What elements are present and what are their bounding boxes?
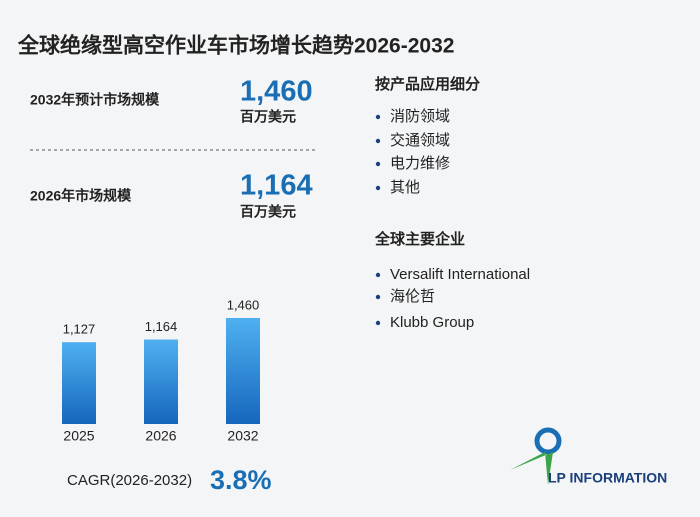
list-item: Klubb Group xyxy=(390,314,474,331)
bullet xyxy=(375,272,381,278)
bullet xyxy=(375,114,381,120)
stat-label: 2032年预计市场规模 xyxy=(30,92,160,108)
list-item: 消防领域 xyxy=(390,108,450,125)
bar xyxy=(62,342,96,424)
bullet xyxy=(375,294,381,300)
companies-heading: 全球主要企业 xyxy=(374,230,465,248)
title: 全球绝缘型高空作业车市场增长趋势2026-2032 xyxy=(17,34,454,58)
value-label: 1,127 xyxy=(63,322,96,337)
stat-label: 2026年市场规模 xyxy=(30,188,132,204)
list-item: 其他 xyxy=(390,179,420,196)
bullet xyxy=(375,320,381,326)
stat-unit: 百万美元 xyxy=(240,204,296,220)
value-label: 1,460 xyxy=(227,297,260,312)
bullet xyxy=(375,138,381,144)
x-tick-label: 2026 xyxy=(145,428,176,444)
bullet xyxy=(375,161,381,167)
stat-unit: 百万美元 xyxy=(240,109,296,125)
list-item: 交通领域 xyxy=(390,131,450,149)
x-tick-label: 2032 xyxy=(227,428,258,444)
bar xyxy=(144,339,178,424)
list-item: 海伦哲 xyxy=(390,288,435,305)
cagr-label: CAGR(2026-2032) xyxy=(67,472,192,489)
list-item: 电力维修 xyxy=(390,155,450,172)
bar xyxy=(226,318,260,424)
stat-value: 1,460 xyxy=(240,76,313,108)
list-item: Versalift International xyxy=(390,266,530,283)
x-tick-label: 2025 xyxy=(63,428,94,444)
cagr-value: 3.8% xyxy=(210,465,272,495)
bullet xyxy=(375,185,381,191)
logo-icon xyxy=(510,427,562,485)
logo-text: LP INFORMATION xyxy=(548,470,667,486)
stat-value: 1,164 xyxy=(240,170,313,202)
segments-heading: 按产品应用细分 xyxy=(375,75,480,93)
value-label: 1,164 xyxy=(145,319,178,334)
